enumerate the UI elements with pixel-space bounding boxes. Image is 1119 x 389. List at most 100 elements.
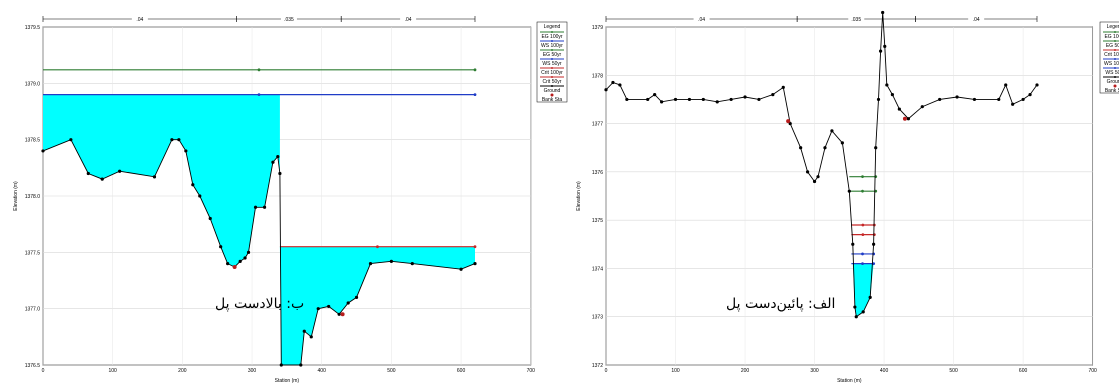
ground-point [653,93,657,97]
x-tick-label: 100 [671,368,680,374]
ground-point [262,205,267,209]
ground-point [878,49,883,53]
ground-point [459,267,463,271]
panel-caption: ب: بالادست پل [215,296,304,312]
y-tick-label: 1378.0 [25,194,41,200]
eg-line-marker [861,175,864,179]
ground-point [41,149,45,153]
ground-point [316,307,320,311]
reach-band-label: .035 [284,17,294,23]
ground-point [890,93,895,97]
ground-point [906,117,910,121]
x-tick-label: 500 [949,368,958,374]
legend: Legend EG 100yr WS 100yr EG 50yr WS 50yr Crit… [536,21,568,103]
crit-line-marker [376,245,379,249]
legend-title: Legend [544,24,561,30]
ground-point [729,97,733,102]
ground-point [243,256,247,260]
ground-point [1004,83,1008,87]
reach-band-label: .04 [698,17,705,23]
ground-point [1028,93,1032,97]
ground-point [781,85,785,89]
ground-point [823,146,827,150]
bank-station-point [340,312,345,317]
ground-point [799,146,803,150]
ground-point [840,141,844,145]
x-tick-label: 700 [1088,368,1097,374]
x-tick-label: 500 [387,368,396,374]
legend-item-label: EG 100yr [1104,34,1119,40]
legend-item-label: WS 100yr [541,43,563,49]
ground-point [660,100,664,104]
ground-point [191,183,195,187]
ground-point [812,179,817,184]
y-axis-label: Elevation (m) [13,181,19,211]
ground-point [368,262,373,266]
ground-point [805,170,810,174]
chart-panel-right: 1372 1373 1374 1375 1376 1377 1378 1379 0 100 200 3… [576,10,1119,384]
x-tick-label: 400 [318,368,327,374]
ground-point [473,262,477,266]
ground-point [625,97,629,102]
x-tick-label: 300 [810,368,819,374]
y-axis-label: Elevation (m) [576,181,582,211]
ground-point [872,242,876,246]
legend-marker [551,85,553,87]
ground-point [816,175,820,179]
ground-point [701,97,705,102]
ground-point [253,205,258,209]
x-axis-label: Station (m) [837,378,862,384]
ws-line-marker [861,252,864,256]
ground-point [771,93,775,97]
ground-point [646,97,650,102]
legend-marker [551,76,553,78]
ground-point [611,80,615,85]
ground-point [302,329,306,333]
y-tick-label: 1377.5 [25,250,41,256]
ws-line-marker [872,262,876,265]
ground-point [246,250,251,254]
ground-point [198,194,202,198]
y-tick-label: 1377 [592,122,603,128]
ground-point [955,95,959,99]
ws-line-marker [257,93,261,96]
ground-point [219,245,223,249]
ground-point [687,97,692,102]
ground-point [876,97,881,102]
legend-marker [1114,58,1116,60]
legend-marker [551,31,553,33]
y-tick-label: 1379.0 [25,81,41,87]
y-tick-label: 1378.5 [25,138,41,144]
ground-point [874,146,878,150]
ground-point [354,295,359,299]
ground-point [883,44,887,48]
chart-panel-left: 1376.5 1377.0 1377.5 1378.0 1378.5 1379.0 1379… [13,16,568,384]
legend-item-label: Crit 100yr [541,70,563,76]
reach-band-label-bg [400,16,417,22]
ground-point [938,97,942,102]
x-tick-label: 200 [178,368,187,374]
ground-point [920,105,924,109]
ground-point [1011,102,1015,106]
ws-line-marker [473,93,477,96]
ground-point [618,83,622,87]
y-tick-label: 1376.5 [25,363,41,369]
y-tick-label: 1375 [592,218,603,224]
ground-point [271,160,275,164]
ws-line-marker [861,262,864,265]
ground-point [868,295,872,299]
x-tick-label: 300 [248,368,257,374]
reach-band-label-bg [280,16,297,22]
x-tick-label: 600 [1019,368,1028,374]
ground-point [279,363,283,367]
legend-item-label: Ground [1107,79,1119,85]
x-tick-label: 700 [527,368,536,374]
water-fill [850,263,874,317]
ground-point [861,310,865,314]
legend-marker [1114,67,1116,69]
reach-band-label: .04 [136,17,143,23]
legend-item-label: Ground [544,88,561,94]
legend-item-label: Crit 50yr [543,79,562,85]
crit-line-marker [861,233,865,237]
x-tick-label: 200 [741,368,750,374]
